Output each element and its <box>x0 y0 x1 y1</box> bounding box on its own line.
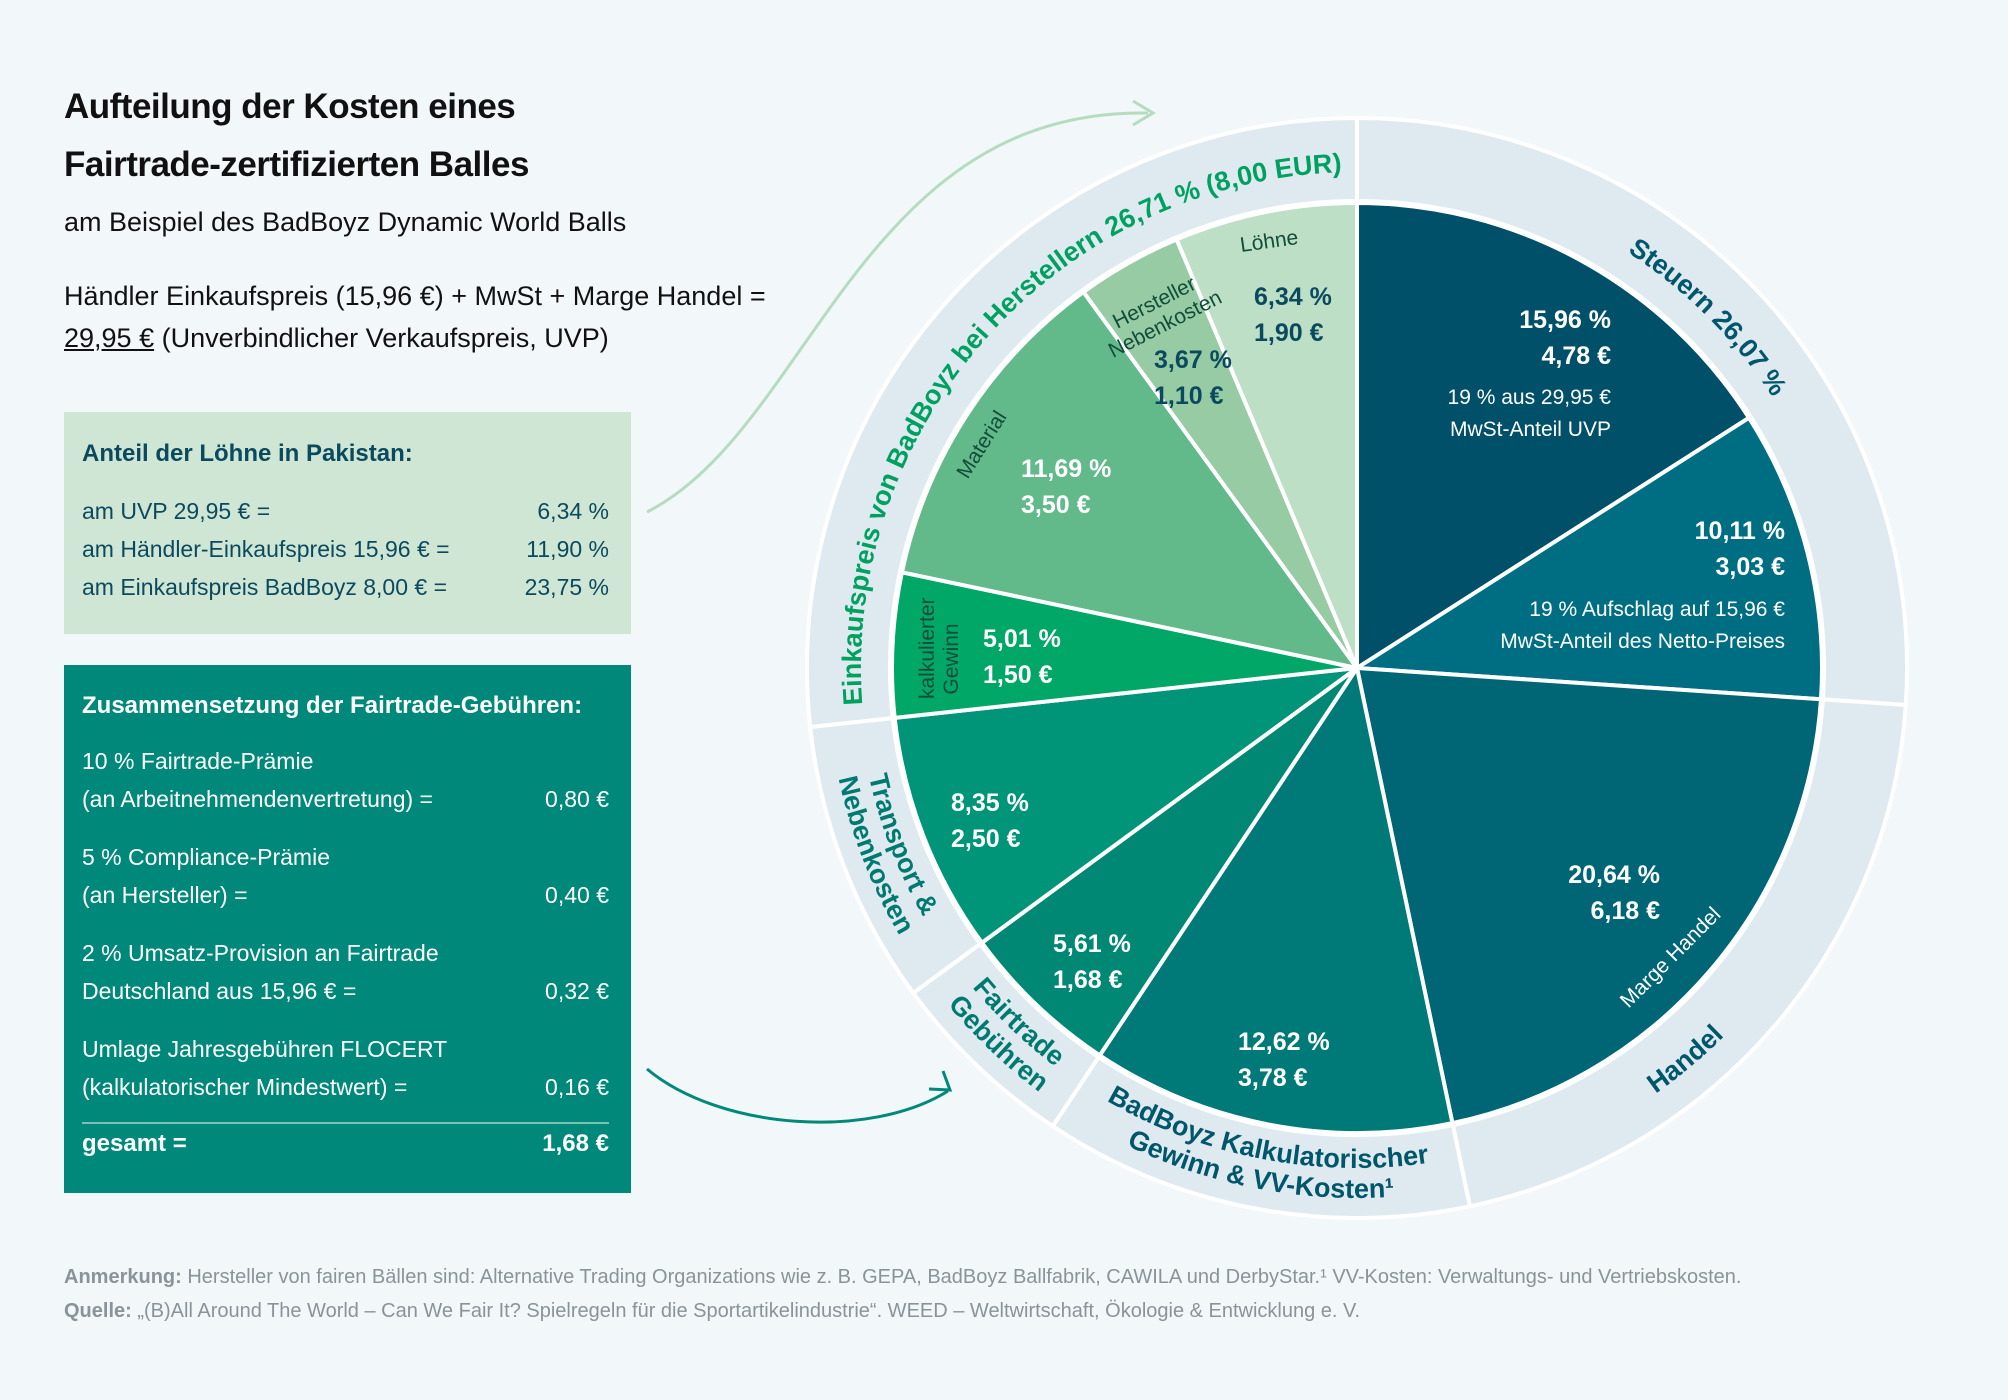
fee-row: Umlage Jahresgebühren FLOCERT (kalkulator… <box>82 1036 609 1100</box>
uvp-price: 29,95 € <box>64 323 155 353</box>
pie-slices <box>890 201 1824 1135</box>
fee-row: 2 % Umsatz-Provision an Fairtrade Deutsch… <box>82 940 609 1004</box>
slice-note-mwst-uvp: 19 % aus 29,95 € MwSt-Anteil UVP <box>1447 386 1611 441</box>
wages-row: am UVP 29,95 € = 6,34 % <box>82 498 609 524</box>
wages-arrow-head <box>1132 99 1156 127</box>
fee-row: 10 % Fairtrade-Prämie (an Arbeitnehmenden… <box>82 748 609 812</box>
slice-label-handel: 20,64 % 6,18 € <box>1568 861 1660 925</box>
footer-source: Quelle: „(B)All Around The World – Can W… <box>64 1300 1361 1322</box>
pie-slice <box>1355 415 1824 702</box>
pie-slice <box>892 666 1359 945</box>
slice-label-mwst-netto: 10,11 % 3,03 € <box>1694 517 1785 581</box>
footer: Anmerkung: Hersteller von fairen Bällen … <box>64 1260 1741 1328</box>
slice-label-transport: 8,35 % 2,50 € <box>951 789 1029 853</box>
page-title: Aufteilung der Kosten eines Fairtrade-ze… <box>64 87 529 184</box>
wages-row: am Händler-Einkaufspreis 15,96 € = 11,90 … <box>82 536 609 562</box>
pie-slice <box>899 289 1359 670</box>
slice-note-mwst-netto: 19 % Aufschlag auf 15,96 € MwSt-Anteil de… <box>1500 598 1785 653</box>
fee-total: gesamt = 1,68 € <box>82 1122 609 1158</box>
fees-box: Zusammensetzung der Fairtrade-Gebühren: … <box>64 665 631 1193</box>
fee-row: 5 % Compliance-Prämie (an Hersteller) = 0,… <box>82 844 609 908</box>
pie-slice <box>1097 666 1455 1135</box>
slice-label-loehne: 6,34 % 1,90 € <box>1254 283 1332 347</box>
pie-slice <box>1355 666 1823 1126</box>
footer-note: Anmerkung: Hersteller von fairen Bällen … <box>64 1266 1742 1288</box>
slice-label-mwst-uvp: 15,96 % 4,78 € <box>1519 306 1611 370</box>
fees-arrow-head <box>928 1070 953 1092</box>
wages-row: am Einkaufspreis BadBoyz 8,00 € = 23,75 % <box>82 574 609 600</box>
slice-label-hersteller: 3,67 % 1,10 € <box>1154 346 1232 410</box>
slice-name-gewinn: kalkulierter Gewinn <box>916 597 963 699</box>
slice-label-badboyz: 12,62 % 3,78 € <box>1238 1028 1330 1092</box>
price-formula: Händler Einkaufspreis (15,96 €) + MwSt +… <box>64 281 766 353</box>
pie-slice <box>979 666 1359 1058</box>
slice-label-gewinn: 5,01 % 1,50 € <box>983 625 1061 689</box>
wages-box: Anteil der Löhne in Pakistan: am UVP 29,… <box>64 412 631 634</box>
fees-arrow <box>646 1067 949 1124</box>
slice-label-fairtrade: 5,61 % 1,68 € <box>1053 930 1131 994</box>
wages-arrow <box>646 111 1149 514</box>
slice-label-material: 11,69 % 3,50 € <box>1021 455 1112 519</box>
pie-slice <box>1174 201 1359 670</box>
subtitle: am Beispiel des BadBoyz Dynamic World Ba… <box>64 207 627 237</box>
wages-box-title: Anteil der Löhne in Pakistan: <box>82 440 413 467</box>
pie-slice <box>890 570 1359 720</box>
pie-slice <box>1355 201 1751 670</box>
fees-box-title: Zusammensetzung der Fairtrade-Gebühren: <box>82 692 583 719</box>
